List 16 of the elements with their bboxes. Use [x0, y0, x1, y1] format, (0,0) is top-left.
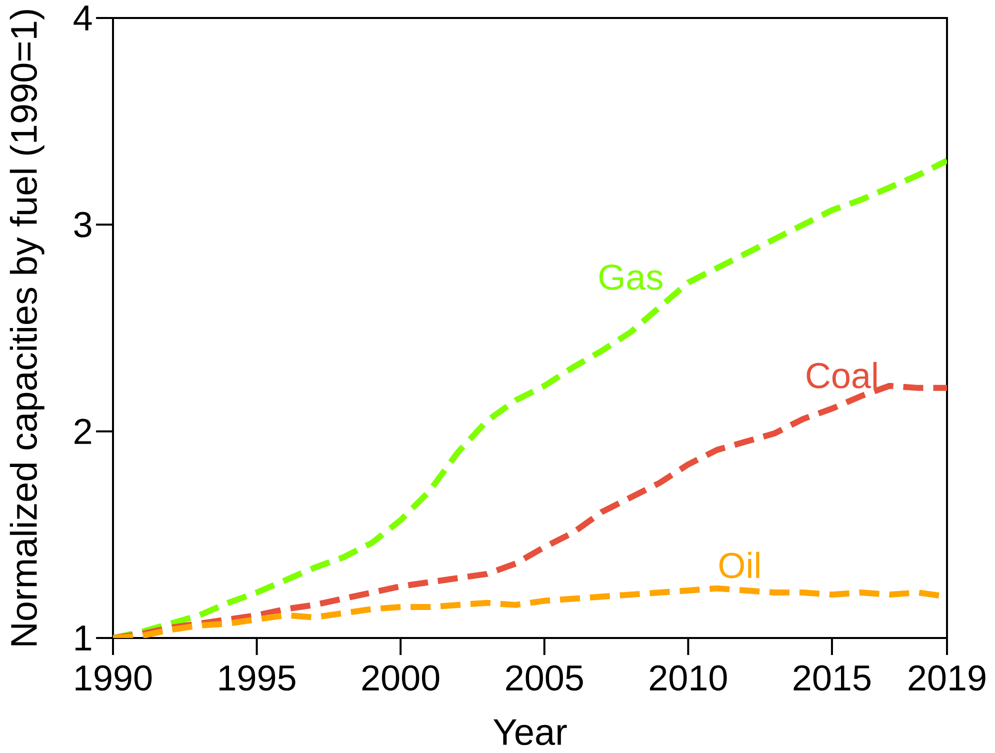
x-tick-label: 1990	[76, 665, 152, 691]
series-label: Coal	[806, 362, 877, 388]
y-tick-label: 2	[74, 418, 92, 444]
y-tick-label: 4	[74, 6, 92, 30]
x-tick-label: 1995	[220, 665, 296, 691]
x-tick-label: 2015	[794, 665, 870, 691]
y-axis-title: Normalized capacities by fuel (1990=1)	[10, 10, 44, 646]
series-label: Oil	[719, 552, 760, 578]
x-tick-label: 2010	[650, 665, 727, 691]
x-tick-label: 2005	[506, 665, 583, 691]
x-tick-label: 2000	[362, 665, 440, 691]
y-tick-label: 3	[74, 212, 92, 238]
x-tick-label: 2019	[908, 665, 986, 691]
x-axis-title: Year	[493, 719, 567, 746]
y-tick-label: 1	[76, 626, 92, 650]
series-label: Gas	[599, 264, 662, 290]
